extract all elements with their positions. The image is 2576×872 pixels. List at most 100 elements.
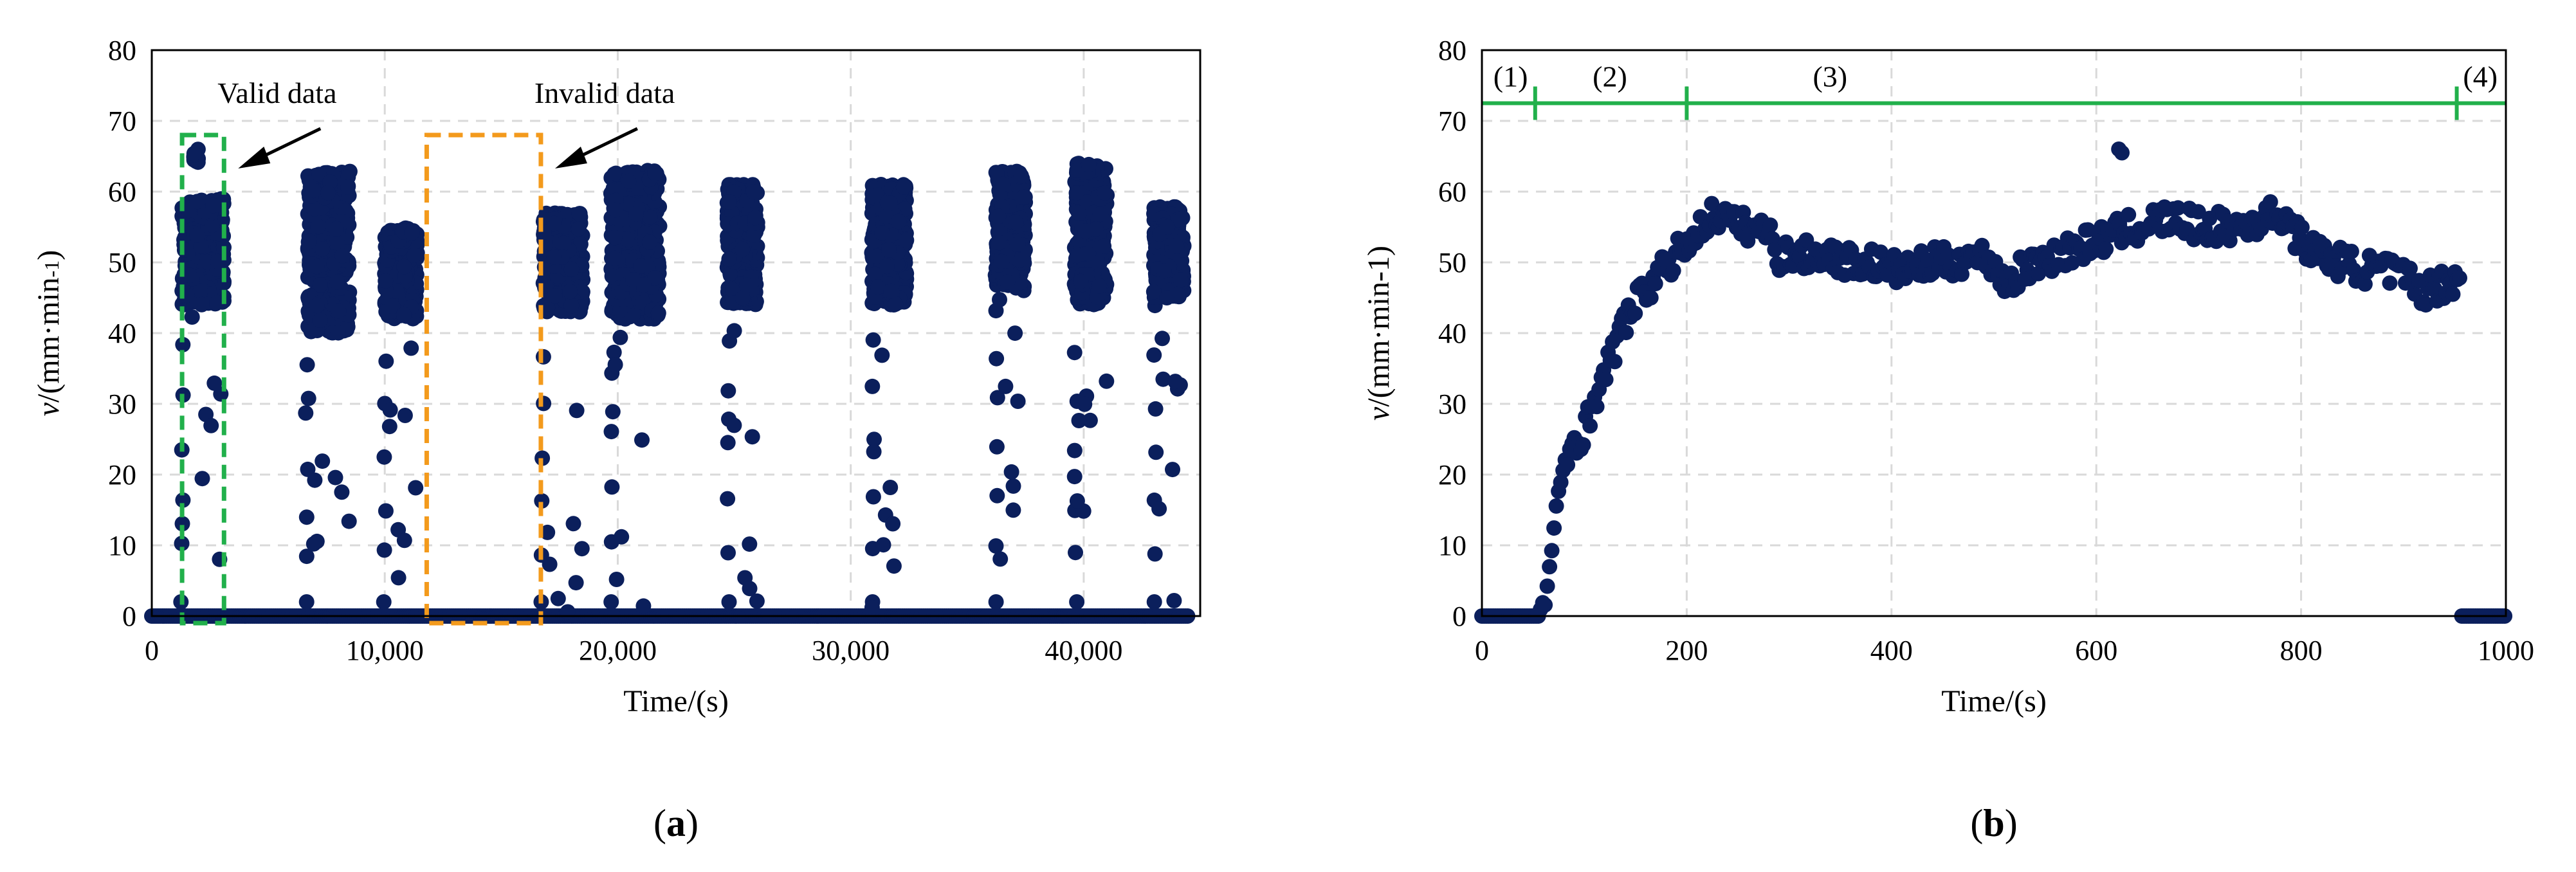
panel-b-x-axis-title: Time/(s) (1941, 684, 2047, 718)
data-point (571, 206, 587, 222)
data-point (864, 378, 881, 394)
data-point (2262, 194, 2278, 210)
data-point (2445, 286, 2461, 302)
data-point (608, 572, 625, 587)
stage-label: (4) (2463, 60, 2498, 93)
data-point (327, 469, 343, 486)
data-point (1148, 444, 1164, 460)
data-point (341, 513, 357, 529)
data-point (2452, 270, 2467, 286)
data-point (739, 277, 754, 293)
data-point (568, 575, 584, 591)
data-point (1151, 501, 1167, 517)
data-point (1007, 325, 1023, 341)
data-point (1071, 413, 1087, 428)
data-point (2114, 145, 2130, 161)
data-point (899, 232, 915, 248)
data-point (340, 179, 356, 195)
data-point (560, 604, 576, 620)
data-point (607, 250, 623, 266)
panel-b-y-tick-labels: 0 10 20 30 40 50 60 70 80 (1438, 35, 1466, 632)
data-point (1077, 223, 1093, 239)
data-point (301, 233, 317, 250)
panel-a-y-axis-symbol: v (32, 402, 66, 416)
y-tick-label: 80 (108, 35, 136, 66)
data-point (376, 542, 392, 558)
panel-a-y-axis-unit: /(mm·min (32, 277, 66, 403)
data-point (381, 419, 397, 435)
data-point (1092, 278, 1108, 294)
y-tick-label: 60 (1438, 176, 1466, 208)
data-point (1165, 462, 1180, 478)
x-tick-label: 20,000 (579, 635, 657, 666)
data-point (1647, 276, 1663, 292)
stage-label: (2) (1593, 60, 1627, 93)
data-point (574, 541, 590, 557)
data-point (991, 208, 1007, 224)
data-point (2382, 275, 2398, 291)
data-point (995, 176, 1011, 192)
y-tick-label: 70 (1438, 105, 1466, 137)
data-point (1003, 464, 1019, 480)
data-point (1008, 214, 1024, 230)
x-tick-label: 10,000 (346, 635, 424, 666)
y-tick-label: 20 (108, 459, 136, 491)
data-point (397, 408, 413, 423)
panel-b-y-axis-unit: /(mm·min-1) (1362, 246, 1396, 407)
data-point (378, 273, 394, 289)
data-point (1598, 372, 1614, 388)
data-point (874, 225, 890, 241)
data-point (1167, 374, 1183, 390)
data-point (628, 206, 644, 222)
panel-a-y-axis-unit-exponent: -1 (40, 260, 63, 278)
data-point (563, 298, 580, 314)
data-point (870, 279, 886, 295)
panel-b-data-points (1474, 141, 2513, 624)
data-point (312, 312, 328, 328)
panel-b-y-axis-symbol: v (1362, 406, 1396, 421)
data-point (1010, 236, 1026, 252)
y-tick-label: 80 (1438, 35, 1466, 66)
data-point (1005, 502, 1021, 518)
data-point (1582, 418, 1598, 434)
data-point (1013, 168, 1029, 184)
data-point (879, 259, 895, 275)
data-point (562, 284, 578, 300)
data-point (989, 439, 1005, 455)
data-point (883, 283, 899, 299)
y-tick-label: 30 (108, 388, 136, 420)
data-point (881, 242, 897, 258)
data-point (174, 516, 190, 532)
y-tick-label: 0 (1452, 601, 1466, 632)
x-tick-label: 1000 (2478, 635, 2534, 666)
data-point (992, 292, 1007, 307)
panel-b-gridlines (1482, 50, 2506, 616)
arrow-head (238, 147, 271, 168)
data-point (1010, 394, 1026, 409)
data-point (298, 405, 314, 421)
data-point (536, 224, 552, 240)
data-point (309, 297, 325, 313)
data-point (720, 491, 736, 507)
data-point (1544, 543, 1560, 559)
data-point (614, 529, 630, 545)
data-point (312, 277, 328, 293)
data-point (175, 492, 191, 508)
x-tick-label: 0 (1475, 635, 1489, 666)
panel-b-x-tick-labels: 0 200 400 600 800 1000 (1475, 635, 2534, 666)
data-point (1174, 210, 1190, 226)
data-point (406, 248, 423, 263)
data-point (720, 435, 736, 451)
data-point (378, 353, 394, 369)
x-tick-label: 30,000 (812, 635, 890, 666)
data-point (298, 509, 315, 525)
data-point (726, 417, 742, 433)
y-tick-label: 60 (108, 176, 136, 208)
panel-a-y-tick-labels: 0 10 20 30 40 50 60 70 80 (108, 35, 136, 632)
data-point (194, 296, 210, 313)
data-point (608, 202, 624, 218)
data-point (1081, 156, 1097, 172)
panel-a-y-axis-title: v/(mm·min-1) (32, 250, 66, 417)
data-point (603, 424, 619, 440)
data-point (865, 332, 881, 348)
